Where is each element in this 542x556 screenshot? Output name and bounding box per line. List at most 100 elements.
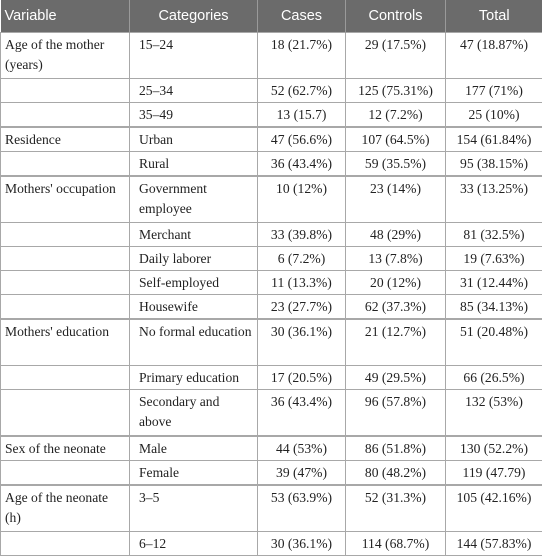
cases-cell: 30 (36.1%): [258, 319, 346, 366]
category-cell: 6–12: [130, 532, 258, 556]
category-cell: Male: [130, 436, 258, 461]
total-cell: 130 (52.2%): [446, 436, 542, 461]
table-row: Mothers' education No formal education 3…: [1, 319, 542, 366]
controls-cell: 20 (12%): [346, 271, 446, 295]
category-cell: 3–5: [130, 485, 258, 532]
controls-cell: 62 (37.3%): [346, 295, 446, 320]
variable-cell: [1, 461, 130, 486]
cases-cell: 33 (39.8%): [258, 223, 346, 247]
cases-cell: 39 (47%): [258, 461, 346, 486]
variable-cell: Mothers' occupation: [1, 176, 130, 223]
table-row: Age of the mother (years) 15–24 18 (21.7…: [1, 33, 542, 79]
controls-cell: 23 (14%): [346, 176, 446, 223]
variable-cell: [1, 247, 130, 271]
variable-cell: [1, 103, 130, 128]
total-cell: 31 (12.44%): [446, 271, 542, 295]
table-row: 35–49 13 (15.7) 12 (7.2%) 25 (10%): [1, 103, 542, 128]
table-row: Secondary and above 36 (43.4%) 96 (57.8%…: [1, 390, 542, 437]
table-row: Residence Urban 47 (56.6%) 107 (64.5%) 1…: [1, 127, 542, 152]
category-cell: No formal education: [130, 319, 258, 366]
table-body: Age of the mother (years) 15–24 18 (21.7…: [1, 33, 542, 556]
controls-cell: 49 (29.5%): [346, 366, 446, 390]
header-row: Variable Categories Cases Controls Total: [1, 0, 542, 33]
controls-cell: 107 (64.5%): [346, 127, 446, 152]
total-cell: 144 (57.83%): [446, 532, 542, 556]
category-cell: 15–24: [130, 33, 258, 79]
table-row: Self-employed 11 (13.3%) 20 (12%) 31 (12…: [1, 271, 542, 295]
total-cell: 81 (32.5%): [446, 223, 542, 247]
controls-cell: 86 (51.8%): [346, 436, 446, 461]
variable-cell: Age of the neonate (h): [1, 485, 130, 532]
cases-cell: 17 (20.5%): [258, 366, 346, 390]
table-row: Rural 36 (43.4%) 59 (35.5%) 95 (38.15%): [1, 152, 542, 177]
table-row: 25–34 52 (62.7%) 125 (75.31%) 177 (71%): [1, 79, 542, 103]
cases-cell: 13 (15.7): [258, 103, 346, 128]
total-cell: 105 (42.16%): [446, 485, 542, 532]
total-cell: 154 (61.84%): [446, 127, 542, 152]
total-cell: 51 (20.48%): [446, 319, 542, 366]
category-cell: Daily laborer: [130, 247, 258, 271]
cases-cell: 23 (27.7%): [258, 295, 346, 320]
category-cell: Merchant: [130, 223, 258, 247]
table-row: Daily laborer 6 (7.2%) 13 (7.8%) 19 (7.6…: [1, 247, 542, 271]
controls-cell: 114 (68.7%): [346, 532, 446, 556]
category-cell: Secondary and above: [130, 390, 258, 437]
category-cell: 25–34: [130, 79, 258, 103]
category-cell: Primary education: [130, 366, 258, 390]
table-row: Housewife 23 (27.7%) 62 (37.3%) 85 (34.1…: [1, 295, 542, 320]
controls-cell: 12 (7.2%): [346, 103, 446, 128]
total-cell: 66 (26.5%): [446, 366, 542, 390]
controls-cell: 59 (35.5%): [346, 152, 446, 177]
variable-cell: [1, 532, 130, 556]
category-cell: Rural: [130, 152, 258, 177]
category-cell: Government employee: [130, 176, 258, 223]
variable-cell: Age of the mother (years): [1, 33, 130, 79]
table-header: Variable Categories Cases Controls Total: [1, 0, 542, 33]
controls-cell: 96 (57.8%): [346, 390, 446, 437]
cases-cell: 36 (43.4%): [258, 390, 346, 437]
header-variable: Variable: [1, 0, 130, 33]
category-cell: Housewife: [130, 295, 258, 320]
cases-cell: 44 (53%): [258, 436, 346, 461]
variable-cell: [1, 223, 130, 247]
controls-cell: 52 (31.3%): [346, 485, 446, 532]
variable-cell: Residence: [1, 127, 130, 152]
cases-cell: 36 (43.4%): [258, 152, 346, 177]
variable-cell: [1, 390, 130, 437]
table-row: Primary education 17 (20.5%) 49 (29.5%) …: [1, 366, 542, 390]
total-cell: 19 (7.63%): [446, 247, 542, 271]
header-cases: Cases: [258, 0, 346, 33]
variable-cell: [1, 152, 130, 177]
variable-cell: Mothers' education: [1, 319, 130, 366]
variable-cell: [1, 271, 130, 295]
controls-cell: 80 (48.2%): [346, 461, 446, 486]
controls-cell: 125 (75.31%): [346, 79, 446, 103]
variable-cell: [1, 79, 130, 103]
cases-cell: 11 (13.3%): [258, 271, 346, 295]
cases-cell: 47 (56.6%): [258, 127, 346, 152]
header-total: Total: [446, 0, 542, 33]
table-row: Sex of the neonate Male 44 (53%) 86 (51.…: [1, 436, 542, 461]
total-cell: 132 (53%): [446, 390, 542, 437]
total-cell: 95 (38.15%): [446, 152, 542, 177]
controls-cell: 29 (17.5%): [346, 33, 446, 79]
variable-cell: Sex of the neonate: [1, 436, 130, 461]
total-cell: 85 (34.13%): [446, 295, 542, 320]
cases-cell: 53 (63.9%): [258, 485, 346, 532]
header-controls: Controls: [346, 0, 446, 33]
cases-cell: 6 (7.2%): [258, 247, 346, 271]
table-row: 6–12 30 (36.1%) 114 (68.7%) 144 (57.83%): [1, 532, 542, 556]
cases-cell: 10 (12%): [258, 176, 346, 223]
variable-cell: [1, 366, 130, 390]
category-cell: Female: [130, 461, 258, 486]
table-row: Female 39 (47%) 80 (48.2%) 119 (47.79): [1, 461, 542, 486]
cases-cell: 30 (36.1%): [258, 532, 346, 556]
cases-cell: 18 (21.7%): [258, 33, 346, 79]
variable-cell: [1, 295, 130, 320]
header-categories: Categories: [130, 0, 258, 33]
total-cell: 177 (71%): [446, 79, 542, 103]
total-cell: 119 (47.79): [446, 461, 542, 486]
category-cell: 35–49: [130, 103, 258, 128]
total-cell: 47 (18.87%): [446, 33, 542, 79]
